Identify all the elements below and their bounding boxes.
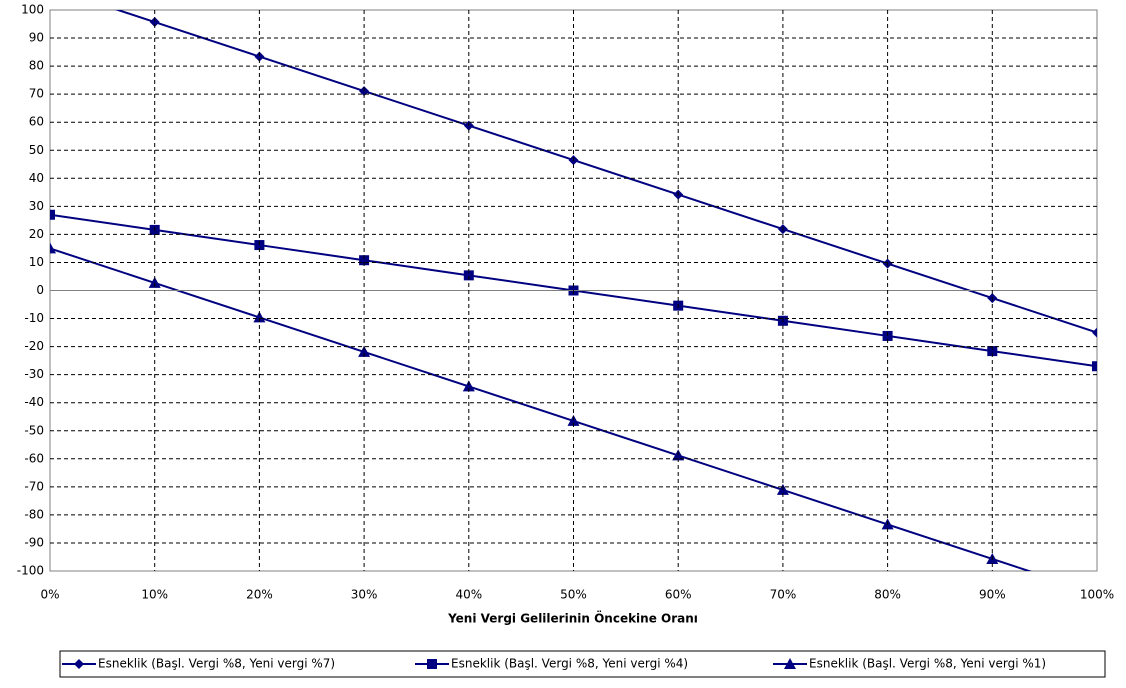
data-point (987, 346, 998, 357)
x-tick-label: 100% (1080, 588, 1114, 602)
data-point (1092, 327, 1097, 338)
data-point (254, 51, 265, 62)
data-point (359, 255, 370, 266)
x-tick-label: 60% (665, 588, 692, 602)
data-point (50, 209, 55, 220)
y-tick-label: 20 (29, 227, 44, 241)
x-axis-label: Yeni Vergi Gelilerinin Öncekine Oranı (447, 611, 698, 626)
x-tick-label: 20% (246, 588, 273, 602)
data-point (567, 414, 580, 426)
x-tick-label: 30% (351, 588, 378, 602)
y-tick-label: 50 (29, 143, 44, 157)
legend (59, 650, 1106, 678)
x-tick-label: 50% (560, 588, 587, 602)
y-tick-label: -10 (24, 311, 44, 325)
y-tick-label: 70 (29, 87, 44, 101)
x-tick-label: 10% (141, 588, 168, 602)
data-point (50, 242, 56, 254)
y-tick-label: -80 (24, 507, 44, 521)
data-point (149, 17, 160, 28)
data-point (358, 345, 371, 357)
data-point (462, 380, 475, 392)
legend-label: Esneklik (Başl. Vergi %8, Yeni vergi %1) (809, 657, 1046, 671)
y-tick-label: -60 (24, 451, 44, 465)
x-tick-label: 0% (40, 588, 59, 602)
y-tick-label: 0 (36, 283, 44, 297)
y-tick-label: 80 (29, 59, 44, 73)
legend-marker (784, 658, 796, 669)
data-point (148, 276, 161, 288)
x-tick-label: 70% (770, 588, 797, 602)
y-tick-label: -50 (24, 423, 44, 437)
y-tick-label: 90 (29, 31, 44, 45)
y-tick-label: -20 (24, 339, 44, 353)
data-point (254, 240, 265, 251)
y-tick-label: 30 (29, 199, 44, 213)
x-tick-label: 40% (455, 588, 482, 602)
data-point (1092, 361, 1097, 372)
data-point (463, 270, 474, 281)
data-point (359, 86, 370, 97)
y-tick-label: 10 (29, 255, 44, 269)
y-tick-label: -100 (17, 564, 44, 578)
y-tick-label: -30 (24, 367, 44, 381)
legend-marker (427, 659, 437, 669)
data-point (253, 311, 266, 323)
y-tick-label: -90 (24, 535, 44, 549)
x-tick-label: 80% (874, 588, 901, 602)
x-tick-label: 90% (979, 588, 1006, 602)
y-tick-label: 60 (29, 115, 44, 129)
y-tick-label: 40 (29, 171, 44, 185)
legend-label: Esneklik (Başl. Vergi %8, Yeni vergi %7) (98, 657, 335, 671)
legend-label: Esneklik (Başl. Vergi %8, Yeni vergi %4) (451, 657, 688, 671)
y-tick-label: -70 (24, 479, 44, 493)
y-tick-label: 100 (21, 3, 44, 17)
y-tick-label: -40 (24, 395, 44, 409)
legend-marker (74, 659, 84, 669)
